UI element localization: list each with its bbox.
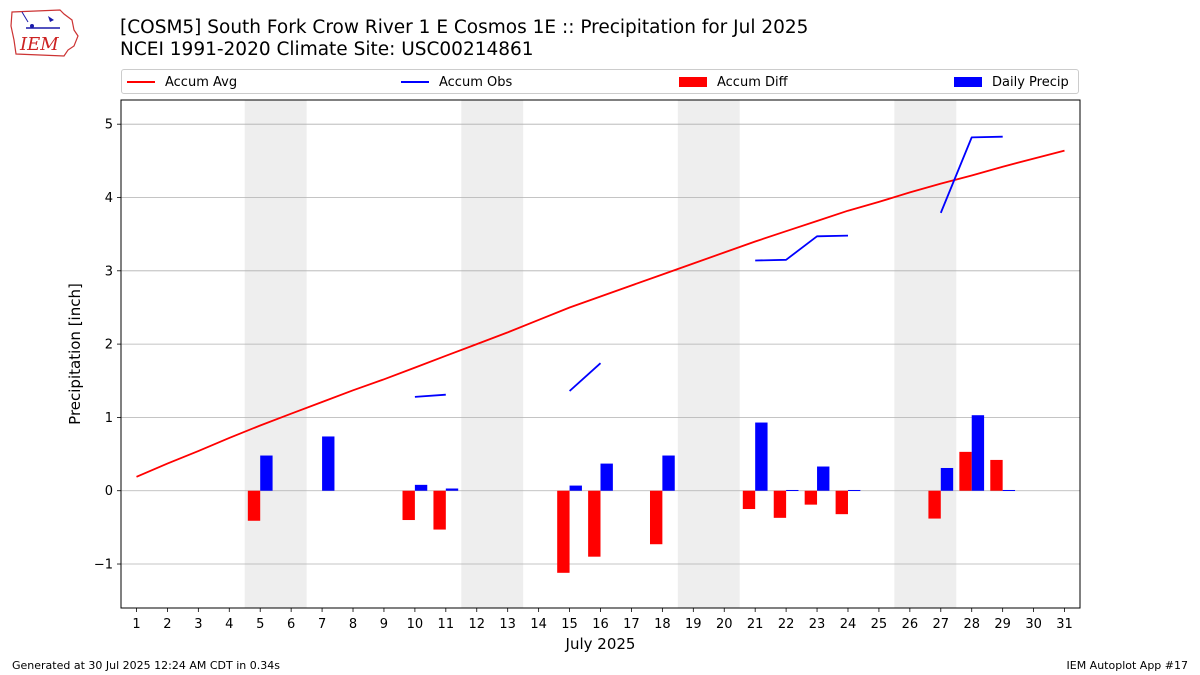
legend: Accum Avg Accum Obs Accum Diff Daily Pre… [121,69,1079,94]
xtick-label: 26 [902,617,919,632]
bar-daily-precip-day-15 [569,485,582,491]
y-axis-label: Precipitation [inch] [66,283,84,425]
legend-label-accum-diff: Accum Diff [717,74,788,90]
bar-accum-diff-day-29 [990,459,1003,491]
title-line-2: NCEI 1991-2020 Climate Site: USC00214861 [120,39,534,60]
bar-daily-precip-day-28 [971,415,985,491]
title-line-1: [COSM5] South Fork Crow River 1 E Cosmos… [120,17,809,38]
xtick-label: 29 [994,617,1011,632]
ytick-label: 1 [105,411,113,426]
weekend-band-1 [244,100,307,608]
line-accum-obs-segment-4 [939,135,1003,214]
x-axis-label: July 2025 [565,635,636,653]
legend-label-daily-precip: Daily Precip [992,74,1069,90]
xtick-label: 15 [561,617,578,632]
xtick-label: 6 [287,617,295,632]
weekend-band-2 [461,100,524,608]
ytick-label: −1 [94,558,113,573]
bar-accum-diff-day-10 [402,490,415,521]
bar-daily-precip-day-18 [662,455,675,491]
xtick-label: 8 [349,617,357,632]
weekend-band-4 [894,100,957,608]
legend-item-accum-avg: Accum Avg [127,73,237,91]
footer-generated: Generated at 30 Jul 2025 12:24 AM CDT in… [12,659,280,672]
xtick-label: 9 [380,617,388,632]
line-accum-avg-segment-1 [136,149,1065,478]
bar-accum-diff-day-15 [557,490,570,573]
xtick-label: 28 [963,617,980,632]
ytick-label: 3 [105,264,113,279]
legend-swatch-accum-diff [679,77,707,87]
xtick-label: 12 [468,617,485,632]
bar-accum-diff-day-11 [433,490,446,530]
bar-daily-precip-day-10 [414,484,428,491]
ytick-label: 2 [105,338,113,353]
xtick-label: 22 [778,617,795,632]
xtick-label: 1 [132,617,140,632]
xtick-label: 17 [623,617,640,632]
xtick-label: 5 [256,617,264,632]
legend-label-accum-obs: Accum Obs [439,74,513,90]
bar-accum-diff-day-28 [959,451,972,491]
bar-daily-precip-day-27 [940,467,954,491]
legend-swatch-daily-precip [954,77,982,87]
bar-accum-diff-day-18 [649,490,663,545]
bar-accum-diff-day-24 [835,490,848,515]
bar-daily-precip-day-22 [786,489,799,491]
legend-item-daily-precip: Daily Precip [954,73,1069,91]
bar-daily-precip-day-5 [260,455,273,491]
bar-daily-precip-day-29 [1002,489,1016,491]
bar-accum-diff-day-21 [742,490,756,510]
xtick-label: 7 [318,617,326,632]
bar-daily-precip-day-11 [445,488,459,491]
ytick-label: 5 [105,118,113,133]
bar-accum-diff-day-27 [928,490,941,519]
xtick-label: 10 [407,617,424,632]
footer-app: IEM Autoplot App #17 [1066,659,1189,672]
xtick-label: 24 [840,617,857,632]
xtick-label: 13 [499,617,516,632]
xtick-label: 4 [225,617,233,632]
legend-label-accum-avg: Accum Avg [165,74,238,90]
xtick-label: 2 [163,617,171,632]
weekend-band-3 [677,100,740,608]
bar-accum-diff-day-5 [247,490,261,521]
xtick-label: 20 [716,617,733,632]
xtick-label: 25 [871,617,888,632]
xtick-label: 23 [809,617,826,632]
ytick-label: 4 [105,191,113,206]
xtick-label: 14 [530,617,547,632]
legend-item-accum-obs: Accum Obs [401,73,512,91]
bar-daily-precip-day-21 [755,422,768,491]
legend-item-accum-diff: Accum Diff [679,73,788,91]
xtick-label: 31 [1056,617,1073,632]
bar-daily-precip-day-16 [600,463,613,491]
bar-daily-precip-day-7 [322,436,335,491]
ytick-label: 0 [105,484,113,499]
xtick-label: 27 [933,617,950,632]
xtick-label: 19 [685,617,702,632]
legend-swatch-accum-avg [127,81,155,83]
xtick-label: 18 [654,617,671,632]
plot-frame [120,99,1081,609]
chart-title: [COSM5] South Fork Crow River 1 E Cosmos… [120,17,808,61]
logo-text: IEM [19,34,59,55]
xtick-label: 3 [194,617,202,632]
xtick-label: 11 [438,617,455,632]
iem-logo: IEM [10,9,79,57]
line-accum-obs-segment-1 [414,393,446,398]
bar-accum-diff-day-16 [588,490,601,557]
xtick-label: 16 [592,617,609,632]
bar-accum-diff-day-22 [773,490,787,518]
xtick-label: 21 [747,617,764,632]
bar-accum-diff-day-23 [804,490,818,505]
line-accum-obs-segment-3 [755,234,849,262]
bar-daily-precip-day-24 [847,489,861,491]
legend-swatch-accum-obs [401,81,429,83]
bar-daily-precip-day-23 [817,466,830,491]
line-accum-obs-segment-2 [568,362,602,392]
xtick-label: 30 [1025,617,1042,632]
